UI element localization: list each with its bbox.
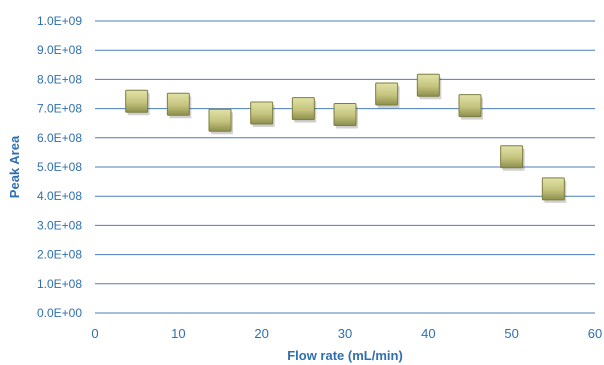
y-tick-label: 7.0E+08	[37, 102, 82, 116]
data-point	[208, 108, 233, 135]
data-point	[500, 145, 525, 171]
x-tick-label: 40	[421, 326, 435, 341]
y-tick-label: 0.0E+00	[37, 306, 82, 320]
y-tick-label: 1.0E+08	[37, 277, 82, 291]
y-tick-label: 9.0E+08	[37, 43, 82, 57]
y-tick-label: 2.0E+08	[37, 248, 82, 262]
data-point	[416, 73, 442, 100]
y-tick-label: 8.0E+08	[37, 72, 82, 86]
data-point	[125, 89, 150, 116]
y-tick-label: 3.0E+08	[37, 218, 82, 232]
x-tick-label: 60	[588, 326, 602, 341]
y-tick-label: 5.0E+08	[37, 160, 82, 174]
data-point	[375, 82, 400, 108]
x-axis-title: Flow rate (mL/min)	[287, 348, 403, 363]
data-point	[291, 97, 317, 123]
y-tick-labels: 0.0E+00 1.0E+08 2.0E+08 3.0E+08 4.0E+08 5.0E+…	[37, 14, 82, 320]
x-tick-label: 50	[504, 326, 518, 341]
data-point	[333, 102, 358, 129]
x-tick-label: 10	[171, 326, 185, 341]
data-point	[166, 92, 192, 119]
data-point	[250, 101, 275, 127]
y-tick-label: 6.0E+08	[37, 131, 82, 145]
x-tick-label: 0	[91, 326, 98, 341]
data-point	[541, 177, 567, 203]
y-tick-label: 1.0E+09	[37, 14, 82, 28]
y-axis-title: Peak Area	[7, 135, 22, 198]
data-points	[125, 73, 567, 203]
data-point	[458, 94, 483, 120]
x-tick-label: 20	[254, 326, 268, 341]
x-tick-labels: 0 10 20 30 40 50 60	[91, 326, 602, 341]
y-tick-label: 4.0E+08	[37, 189, 82, 203]
x-tick-label: 30	[338, 326, 352, 341]
